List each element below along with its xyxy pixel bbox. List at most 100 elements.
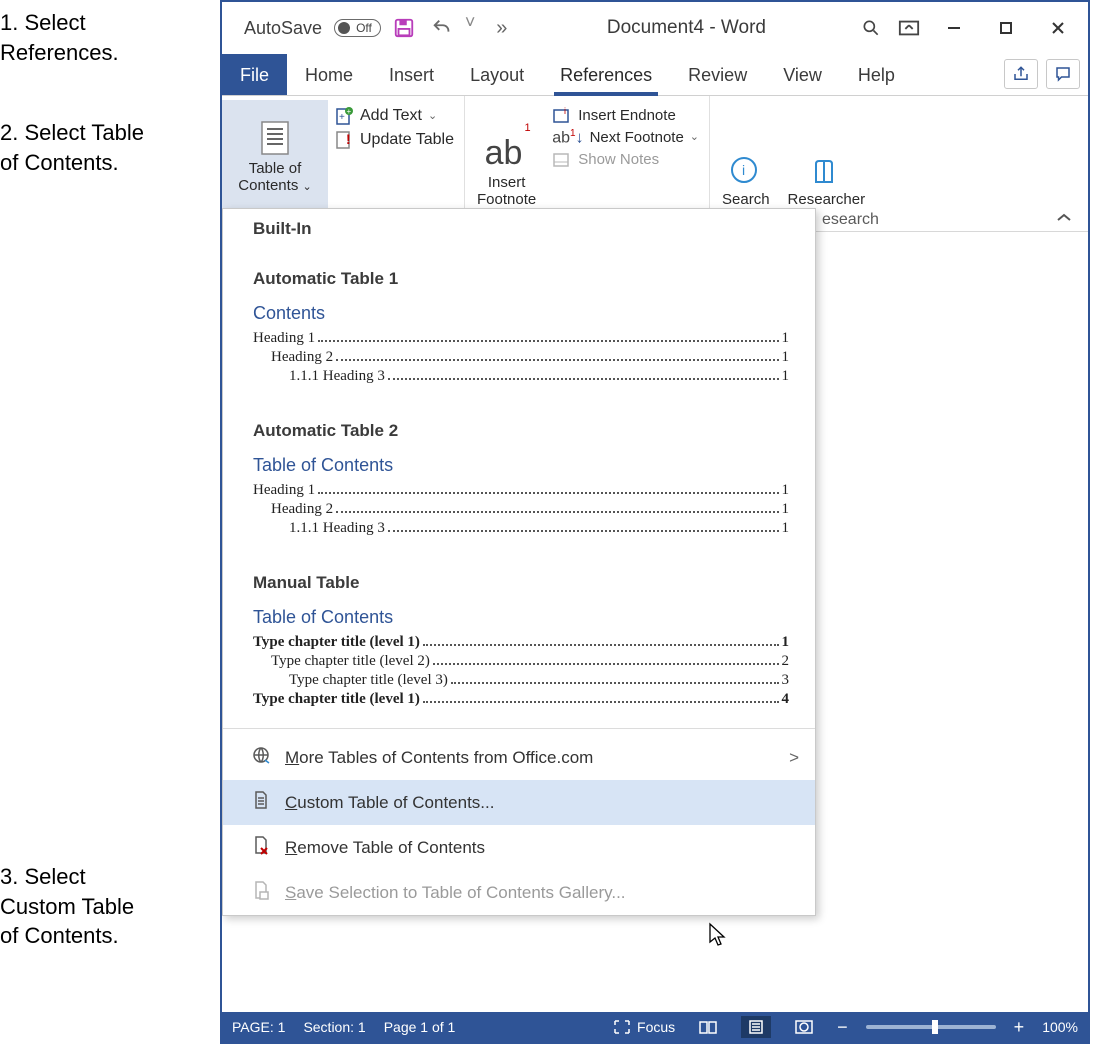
toc-gallery-item[interactable]: Automatic Table 1ContentsHeading 11Headi… xyxy=(223,247,815,399)
search-button[interactable]: i Search xyxy=(716,100,776,208)
researcher-button[interactable]: Researcher xyxy=(782,100,872,208)
tab-layout[interactable]: Layout xyxy=(452,54,542,95)
toc-gallery-item[interactable]: Automatic Table 2Table of ContentsHeadin… xyxy=(223,399,815,551)
toc-preview-heading: Contents xyxy=(253,303,789,324)
instruction-num: 2. xyxy=(0,120,18,145)
gallery-title: Automatic Table 1 xyxy=(253,269,789,289)
ribbon-mode-icon[interactable] xyxy=(894,13,924,43)
print-layout-button[interactable] xyxy=(741,1016,771,1038)
zoom-handle[interactable] xyxy=(932,1020,938,1034)
zoom-percent[interactable]: 100% xyxy=(1042,1019,1078,1035)
toc-line: Type chapter title (level 1)4 xyxy=(253,691,789,708)
toc-preview: Type chapter title (level 1)1 Type chapte… xyxy=(253,634,789,708)
read-mode-button[interactable] xyxy=(693,1016,723,1038)
search-icon[interactable] xyxy=(856,13,886,43)
zoom-slider[interactable] xyxy=(866,1025,996,1029)
toc-line: Type chapter title (level 1)1 xyxy=(253,634,789,651)
globe-icon xyxy=(251,745,271,770)
group-research: i Search Researcher xyxy=(710,96,881,208)
svg-text:i: i xyxy=(564,106,566,116)
qat-chevron-icon[interactable]: ˅ xyxy=(465,12,479,42)
instruction-text: SelectCustom Tableof Contents. xyxy=(0,864,134,948)
update-table-icon: ! xyxy=(334,130,354,150)
tab-help[interactable]: Help xyxy=(840,54,913,95)
toc-preview: Heading 11Heading 211.1.1 Heading 31 xyxy=(253,482,789,537)
maximize-button[interactable] xyxy=(984,13,1028,43)
insert-footnote-l2: Footnote xyxy=(477,191,536,208)
web-layout-button[interactable] xyxy=(789,1016,819,1038)
tab-insert[interactable]: Insert xyxy=(371,54,452,95)
close-button[interactable] xyxy=(1036,13,1080,43)
add-text-button[interactable]: ++ Add Text ⌄ xyxy=(334,106,454,126)
group-footnotes: ab1 InsertFootnote i Insert Endnote ab1↓… xyxy=(465,96,710,208)
tab-file[interactable]: File xyxy=(222,54,287,95)
toc-line: 1.1.1 Heading 31 xyxy=(253,368,789,385)
qat-more-icon[interactable]: » xyxy=(487,13,517,43)
group-research-label: esearch xyxy=(822,211,879,229)
toc-line: Heading 21 xyxy=(253,349,789,366)
doc-x-icon xyxy=(251,835,271,860)
gallery-title: Manual Table xyxy=(253,573,789,593)
instruction-text: SelectReferences. xyxy=(0,10,119,65)
instruction-num: 3. xyxy=(0,864,18,889)
gallery-title: Automatic Table 2 xyxy=(253,421,789,441)
toc-label-1: Table of xyxy=(249,160,302,177)
menu-item-label: More Tables of Contents from Office.com xyxy=(285,748,775,768)
instruction-text: Select Tableof Contents. xyxy=(0,120,144,175)
status-section[interactable]: Section: 1 xyxy=(303,1019,365,1035)
focus-label: Focus xyxy=(637,1019,675,1035)
undo-icon[interactable] xyxy=(427,13,457,43)
ribbon-tabs: File Home Insert Layout References Revie… xyxy=(222,54,1088,96)
autosave-toggle[interactable]: Off xyxy=(334,19,381,37)
group-toc: Table of Contents ⌄ ++ Add Text ⌄ ! Upda… xyxy=(222,96,465,208)
focus-mode-button[interactable]: Focus xyxy=(613,1019,675,1035)
insert-endnote-button[interactable]: i Insert Endnote xyxy=(552,106,699,124)
tab-references[interactable]: References xyxy=(542,54,670,95)
dropdown-header: Built-In xyxy=(223,209,815,247)
title-bar: AutoSave Off ˅ » Document4 - Word xyxy=(222,2,1088,54)
tab-review[interactable]: Review xyxy=(670,54,765,95)
chevron-down-icon: ⌄ xyxy=(690,130,699,143)
menu-item[interactable]: Custom Table of Contents... xyxy=(223,780,815,825)
toc-gallery-item[interactable]: Manual Table Table of Contents Type chapte… xyxy=(223,551,815,722)
tab-view[interactable]: View xyxy=(765,54,840,95)
tab-home[interactable]: Home xyxy=(287,54,371,95)
menu-item[interactable]: More Tables of Contents from Office.com> xyxy=(223,735,815,780)
menu-item[interactable]: Remove Table of Contents xyxy=(223,825,815,870)
toc-preview: Heading 11 Heading 21 1.1.1 Heading 31 xyxy=(253,330,789,385)
footnote-sup-icon: 1 xyxy=(524,122,530,161)
update-table-button[interactable]: ! Update Table xyxy=(334,130,454,150)
share-button[interactable] xyxy=(1004,59,1038,89)
search-label: Search xyxy=(722,192,770,209)
instruction-num: 1. xyxy=(0,10,18,35)
minimize-button[interactable] xyxy=(932,13,976,43)
update-table-label: Update Table xyxy=(360,131,454,149)
show-notes-icon xyxy=(552,152,572,168)
toc-line: Heading 11 xyxy=(253,330,789,347)
menu-item-label: Remove Table of Contents xyxy=(285,838,799,858)
chevron-down-icon: ⌄ xyxy=(428,109,437,122)
insert-footnote-button[interactable]: ab1 InsertFootnote xyxy=(471,100,542,208)
zoom-in-button[interactable]: + xyxy=(1014,1017,1025,1038)
comments-button[interactable] xyxy=(1046,59,1080,89)
toc-line: Heading 11 xyxy=(253,482,789,499)
endnote-icon: i xyxy=(552,106,572,124)
toc-preview-heading: Table of Contents xyxy=(253,607,789,628)
autosave-label: AutoSave xyxy=(244,18,322,39)
table-of-contents-button[interactable]: Table of Contents ⌄ xyxy=(222,100,328,208)
insert-footnote-l1: Insert xyxy=(488,174,526,191)
save-icon[interactable] xyxy=(389,13,419,43)
focus-icon xyxy=(613,1019,631,1035)
status-page[interactable]: PAGE: 1 xyxy=(232,1019,285,1035)
zoom-out-button[interactable]: − xyxy=(837,1017,848,1038)
show-notes-label: Show Notes xyxy=(578,151,659,168)
word-window: AutoSave Off ˅ » Document4 - Word xyxy=(220,0,1090,1044)
collapse-ribbon-icon[interactable] xyxy=(1056,211,1072,228)
svg-text:+: + xyxy=(339,112,345,123)
toc-icon xyxy=(258,120,292,156)
next-footnote-button[interactable]: ab1↓ Next Footnote ⌄ xyxy=(552,128,699,147)
add-text-label: Add Text xyxy=(360,107,422,125)
show-notes-button[interactable]: Show Notes xyxy=(552,151,699,168)
status-page-of[interactable]: Page 1 of 1 xyxy=(384,1019,456,1035)
next-footnote-icon: ab1↓ xyxy=(552,128,583,147)
